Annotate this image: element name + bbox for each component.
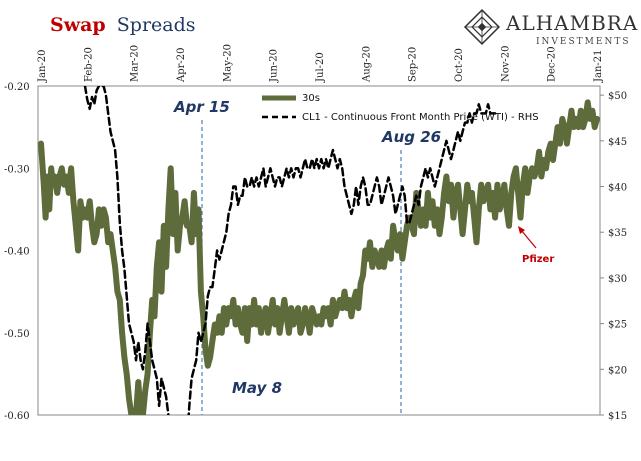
x-tick-label: Apr-20	[176, 47, 187, 83]
logo-diamond-icon	[463, 8, 501, 46]
series-layer	[38, 86, 600, 415]
annotation-apr15: Apr 15	[173, 98, 230, 116]
y-left-tick-label: -0.20	[4, 82, 30, 93]
pfizer-arrow-icon	[518, 226, 537, 249]
y-right-tick-label: $25	[608, 320, 627, 331]
logo-name: ALHAMBRA	[505, 11, 638, 35]
x-tick-label: Feb-20	[83, 47, 94, 82]
series-line-30s	[38, 99, 600, 415]
x-tick-label: Jun-20	[269, 49, 280, 83]
alhambra-logo: ALHAMBRA INVESTMENTS	[463, 8, 638, 47]
y-left-tick-label: -0.60	[4, 411, 30, 422]
x-tick-label: Mar-20	[130, 45, 141, 82]
legend-label-30s: 30s	[302, 93, 320, 104]
y-right-tick-label: $15	[608, 411, 627, 422]
y-left-tick-label: -0.50	[4, 329, 30, 340]
x-tick-label: Jan-20	[37, 49, 48, 83]
y-right-tick-label: $20	[608, 365, 627, 376]
y-left-tick-label: -0.30	[4, 164, 30, 175]
y-right-tick-label: $50	[608, 91, 627, 102]
logo-subtitle: INVESTMENTS	[536, 37, 631, 47]
x-tick-label: May-20	[222, 44, 233, 82]
annotation-pfizer: Pfizer	[522, 254, 554, 265]
legend-label-wti: CL1 - Continuous Front Month Price (WTI)…	[302, 112, 539, 123]
x-tick-label: Aug-20	[361, 46, 372, 83]
x-tick-label: Nov-20	[500, 45, 511, 82]
x-axis: Jan-20 Feb-20 Mar-20 Apr-20 May-20 Jun-20 Jul-…	[37, 44, 604, 83]
y-right-tick-label: $30	[608, 274, 627, 285]
y-right-tick-label: $40	[608, 183, 627, 194]
title-part-1: Swap	[50, 14, 106, 36]
x-tick-label: Sep-20	[408, 47, 419, 82]
y-axis-right: $50 $45 $40 $35 $30 $25 $20 $15	[600, 91, 627, 422]
annotation-aug26: Aug 26	[381, 128, 441, 146]
x-tick-label: Oct-20	[454, 48, 465, 82]
x-tick-label: Dec-20	[547, 46, 558, 82]
chart-title: Swap Spreads	[50, 14, 196, 36]
series-line-wti	[83, 86, 497, 415]
annotation-may8: May 8	[232, 379, 282, 397]
x-tick-label: Jan-21	[593, 49, 604, 83]
y-axis-left: -0.20 -0.30 -0.40 -0.50 -0.60	[4, 82, 30, 422]
y-right-tick-label: $45	[608, 137, 627, 148]
plot-frame	[37, 85, 601, 416]
y-left-tick-label: -0.40	[4, 247, 30, 258]
x-tick-label: Jul-20	[315, 52, 326, 83]
y-right-tick-label: $35	[608, 228, 627, 239]
legend: 30s CL1 - Continuous Front Month Price (…	[262, 93, 539, 123]
title-part-2: Spreads	[117, 14, 196, 36]
